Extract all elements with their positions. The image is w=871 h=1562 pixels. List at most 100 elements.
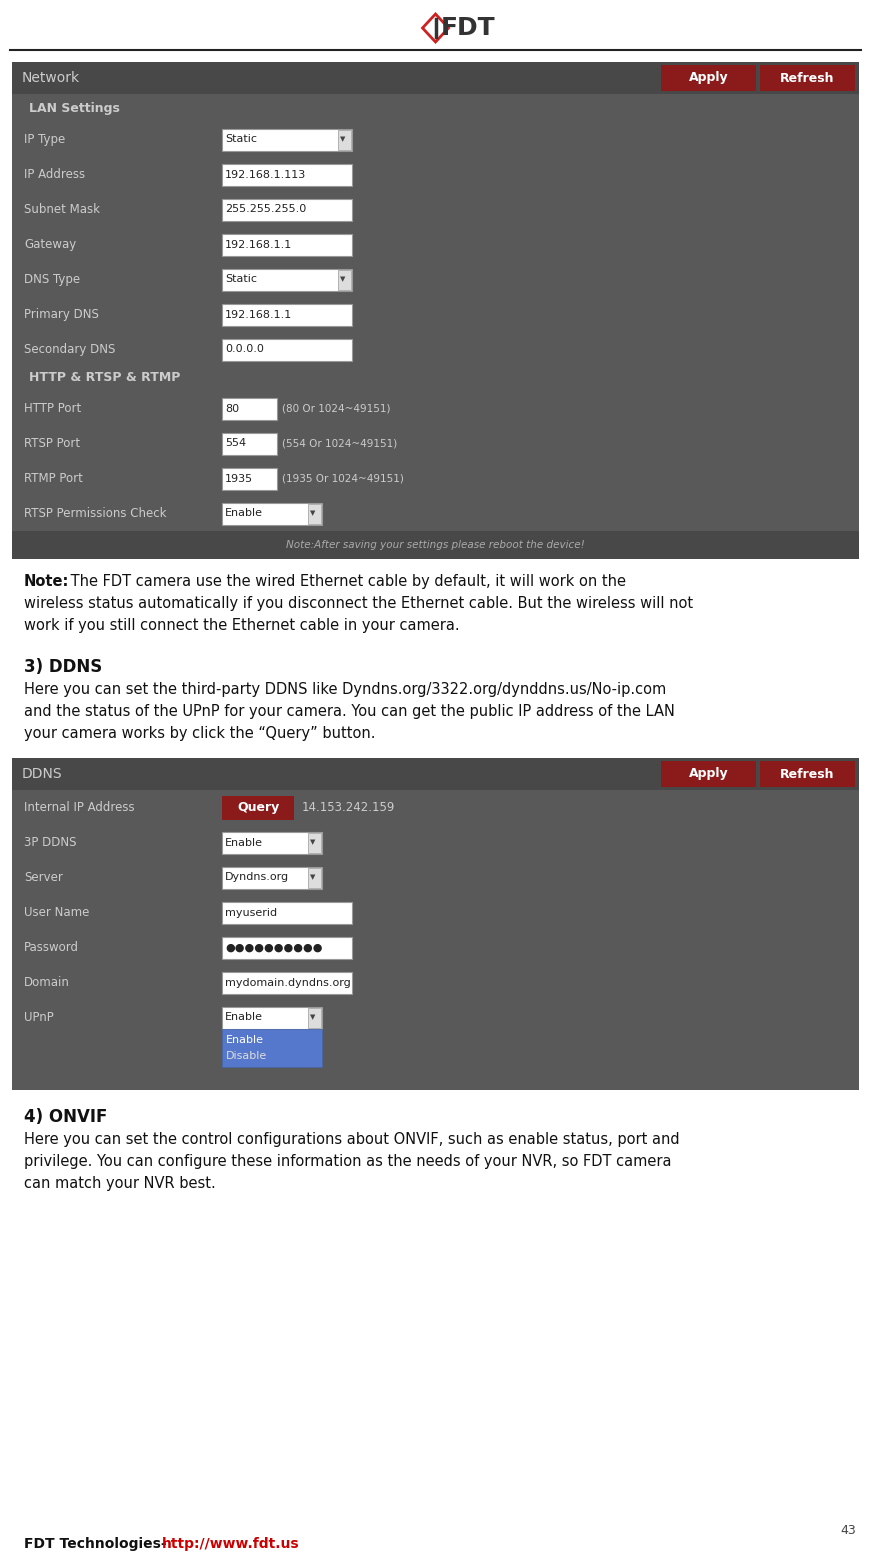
Text: Password: Password — [24, 940, 79, 954]
Text: Domain: Domain — [24, 976, 70, 989]
Text: Apply: Apply — [689, 767, 728, 781]
Text: Refresh: Refresh — [780, 767, 834, 781]
Bar — [222, 1028, 322, 1067]
Text: 255.255.255.0: 255.255.255.0 — [225, 205, 307, 214]
Text: User Name: User Name — [24, 906, 90, 918]
Text: privilege. You can configure these information as the needs of your NVR, so FDT : privilege. You can configure these infor… — [24, 1154, 672, 1168]
Bar — [338, 130, 351, 150]
Text: 14.153.242.159: 14.153.242.159 — [302, 801, 395, 814]
Bar — [222, 339, 352, 361]
Text: your camera works by click the “Query” button.: your camera works by click the “Query” b… — [24, 726, 375, 740]
Text: Enable: Enable — [225, 837, 263, 848]
Text: and the status of the UPnP for your camera. You can get the public IP address of: and the status of the UPnP for your came… — [24, 704, 675, 719]
Text: FDT: FDT — [441, 16, 495, 41]
Text: RTSP Permissions Check: RTSP Permissions Check — [24, 508, 166, 520]
Text: ▼: ▼ — [310, 875, 315, 881]
Text: Static: Static — [225, 275, 257, 284]
Bar — [222, 128, 352, 150]
Bar — [12, 758, 859, 1090]
Text: Here you can set the third-party DDNS like Dyndns.org/3322.org/dynddns.us/No-ip.: Here you can set the third-party DDNS li… — [24, 683, 666, 697]
Text: (80 Or 1024~49151): (80 Or 1024~49151) — [282, 403, 390, 414]
Bar — [12, 62, 859, 559]
Bar — [661, 761, 756, 787]
Bar — [222, 901, 352, 923]
Text: LAN Settings: LAN Settings — [29, 102, 120, 116]
Text: Enable: Enable — [225, 509, 263, 519]
Bar — [338, 270, 351, 289]
Text: Secondary DNS: Secondary DNS — [24, 344, 115, 356]
Bar — [222, 503, 322, 525]
Text: Subnet Mask: Subnet Mask — [24, 203, 100, 216]
Bar — [308, 867, 321, 887]
Text: Dyndns.org: Dyndns.org — [225, 873, 289, 883]
Text: Primary DNS: Primary DNS — [24, 308, 99, 322]
Text: DNS Type: DNS Type — [24, 273, 80, 286]
Text: Note:After saving your settings please reboot the device!: Note:After saving your settings please r… — [287, 540, 584, 550]
Bar — [222, 397, 277, 420]
Bar — [222, 937, 352, 959]
Bar — [222, 233, 352, 256]
Text: ●●●●●●●●●●: ●●●●●●●●●● — [225, 942, 322, 953]
Text: ▼: ▼ — [310, 839, 315, 845]
Text: Internal IP Address: Internal IP Address — [24, 801, 135, 814]
Bar — [222, 198, 352, 220]
Bar — [222, 269, 352, 291]
Text: 43: 43 — [841, 1525, 856, 1537]
Text: Refresh: Refresh — [780, 72, 834, 84]
Text: Network: Network — [22, 70, 80, 84]
Text: RTSP Port: RTSP Port — [24, 437, 80, 450]
Text: 4) ONVIF: 4) ONVIF — [24, 1107, 107, 1126]
Bar — [308, 833, 321, 853]
Text: Enable: Enable — [225, 1012, 263, 1023]
Bar — [222, 164, 352, 186]
Bar — [308, 503, 321, 523]
Text: work if you still connect the Ethernet cable in your camera.: work if you still connect the Ethernet c… — [24, 619, 460, 633]
Bar — [222, 467, 277, 489]
Text: 1935: 1935 — [225, 473, 253, 484]
Text: Apply: Apply — [689, 72, 728, 84]
Text: IP Address: IP Address — [24, 169, 85, 181]
Text: RTMP Port: RTMP Port — [24, 472, 83, 484]
Text: UPnP: UPnP — [24, 1011, 54, 1025]
Text: wireless status automatically if you disconnect the Ethernet cable. But the wire: wireless status automatically if you dis… — [24, 597, 693, 611]
Text: Static: Static — [225, 134, 257, 145]
Text: mydomain.dyndns.org: mydomain.dyndns.org — [225, 978, 351, 987]
Text: (1935 Or 1024~49151): (1935 Or 1024~49151) — [282, 473, 404, 484]
Bar — [222, 867, 322, 889]
Bar — [661, 66, 756, 91]
Text: 192.168.1.1: 192.168.1.1 — [225, 239, 293, 250]
Text: 80: 80 — [225, 403, 240, 414]
Text: 0.0.0.0: 0.0.0.0 — [225, 345, 264, 355]
Text: 3P DDNS: 3P DDNS — [24, 836, 77, 850]
Text: 192.168.1.113: 192.168.1.113 — [225, 170, 307, 180]
Text: HTTP Port: HTTP Port — [24, 401, 81, 415]
Bar — [760, 66, 855, 91]
Text: ▼: ▼ — [310, 511, 315, 517]
Text: Server: Server — [24, 872, 63, 884]
Text: can match your NVR best.: can match your NVR best. — [24, 1176, 216, 1190]
Text: http://www.fdt.us: http://www.fdt.us — [162, 1537, 300, 1551]
Text: HTTP & RTSP & RTMP: HTTP & RTSP & RTMP — [29, 372, 180, 384]
Bar — [12, 758, 859, 790]
Bar — [222, 972, 352, 993]
Text: Enable: Enable — [226, 1036, 264, 1045]
Text: IP Type: IP Type — [24, 133, 65, 145]
Bar — [222, 1006, 322, 1028]
Bar — [222, 831, 322, 853]
Text: ▼: ▼ — [341, 136, 346, 142]
Text: 3) DDNS: 3) DDNS — [24, 658, 102, 676]
Text: Query: Query — [237, 801, 279, 814]
Text: (554 Or 1024~49151): (554 Or 1024~49151) — [282, 439, 397, 448]
Bar — [222, 795, 294, 820]
Bar — [222, 433, 277, 455]
Text: ▼: ▼ — [341, 276, 346, 283]
Text: 554: 554 — [225, 439, 246, 448]
Text: Here you can set the control configurations about ONVIF, such as enable status, : Here you can set the control configurati… — [24, 1132, 679, 1147]
Bar — [12, 62, 859, 94]
Text: Note:: Note: — [24, 573, 70, 589]
Text: Disable: Disable — [226, 1051, 267, 1061]
Bar — [760, 761, 855, 787]
Text: ▼: ▼ — [310, 1014, 315, 1020]
Text: DDNS: DDNS — [22, 767, 63, 781]
Text: The FDT camera use the wired Ethernet cable by default, it will work on the: The FDT camera use the wired Ethernet ca… — [66, 573, 626, 589]
